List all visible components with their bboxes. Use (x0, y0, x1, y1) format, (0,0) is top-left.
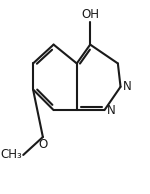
Text: CH₃: CH₃ (0, 148, 22, 161)
Text: N: N (106, 104, 115, 117)
Text: OH: OH (81, 8, 99, 21)
Text: N: N (123, 80, 131, 93)
Text: O: O (38, 138, 48, 151)
